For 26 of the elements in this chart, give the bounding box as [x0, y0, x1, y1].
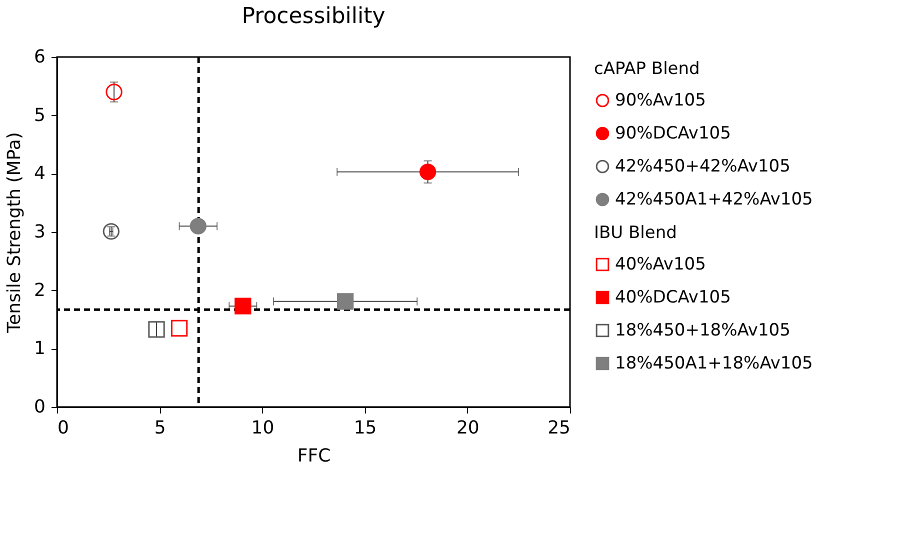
y-tick-label: 3: [34, 222, 46, 242]
x-tick-label: 20: [456, 418, 480, 438]
chart-title: Processibility: [242, 4, 386, 29]
legend-label: 90%DCAv105: [615, 124, 731, 144]
x-axis-title: FFC: [297, 446, 331, 466]
x-tick-label: 5: [154, 418, 166, 438]
legend-label: 40%DCAv105: [615, 288, 731, 308]
y-axis-title: Tensile Strength (MPa): [4, 132, 26, 334]
x-tick-label: 25: [548, 418, 570, 438]
y-tick-label: 5: [34, 104, 46, 126]
y-tick-label: 1: [34, 338, 46, 360]
legend-label: 42%450A1+42%Av105: [615, 190, 813, 210]
y-tick-label: 6: [34, 46, 46, 68]
x-tick-label: 10: [251, 418, 274, 438]
y-tick-label: 4: [34, 163, 46, 184]
legend-label: 40%Av105: [615, 254, 706, 274]
text: cAPAP Blend: [594, 59, 700, 79]
y-tick-label: 0: [34, 396, 46, 418]
legend-label: 18%450+18%Av105: [615, 320, 790, 340]
x-tick-label: 15: [354, 418, 377, 438]
text: IBU Blend: [594, 223, 677, 243]
y-tick-label: 2: [34, 280, 46, 301]
legend-label: 18%450A1+18%Av105: [615, 354, 813, 374]
legend-label: 90%Av105: [615, 90, 706, 110]
legend-label: 42%450+42%Av105: [615, 156, 790, 176]
x-tick-label: 0: [58, 418, 69, 438]
